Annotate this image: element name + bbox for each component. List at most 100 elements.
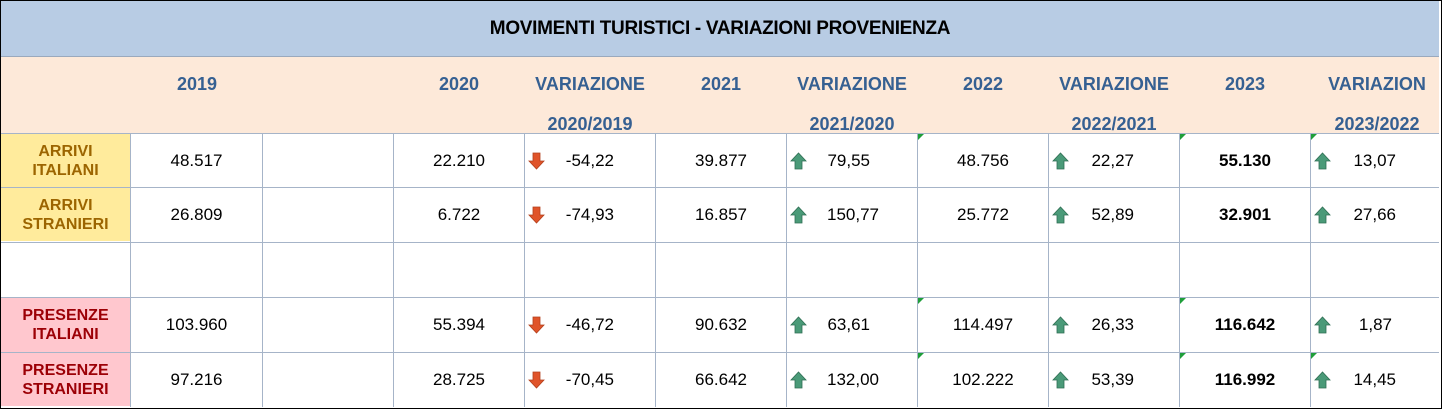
arrow-up-icon (790, 152, 807, 170)
cell-value-2023[interactable]: 116.642 (1214, 315, 1276, 334)
header-variazione-4[interactable]: VARIAZION (1328, 74, 1426, 94)
arrow-down-icon (528, 371, 545, 389)
row-label-presenze-stranieri[interactable]: PRESENZE STRANIERI (1, 353, 130, 406)
comment-marker-icon (1180, 134, 1186, 140)
variation-value[interactable]: 27,66 (1353, 205, 1396, 224)
header-variazione-1-sub[interactable]: 2020/2019 (547, 114, 633, 134)
grid-line (1, 352, 1439, 353)
grid-line (524, 133, 525, 407)
arrow-up-icon (790, 206, 807, 224)
variation-value[interactable]: 53,39 (1091, 370, 1134, 389)
header-2022[interactable]: 2022 (962, 74, 1004, 94)
cell-value[interactable]: 97.216 (170, 370, 223, 389)
grid-line (655, 133, 656, 407)
grid-line (1, 187, 1439, 188)
arrow-up-icon (790, 316, 807, 334)
variation-value[interactable]: 132,00 (827, 370, 879, 389)
header-variazione-2[interactable]: VARIAZIONE (797, 74, 907, 94)
grid-line (1310, 133, 1311, 407)
comment-marker-icon (918, 353, 924, 359)
comment-marker-icon (1180, 298, 1186, 304)
cell-value[interactable]: 39.877 (695, 151, 747, 170)
variation-value[interactable]: 1,87 (1358, 315, 1392, 334)
grid-line (917, 133, 918, 407)
header-2019[interactable]: 2019 (176, 74, 218, 94)
arrow-up-icon (790, 371, 807, 389)
variation-value[interactable]: 13,07 (1353, 151, 1396, 170)
arrow-down-icon (528, 152, 545, 170)
cell-value[interactable]: 25.772 (957, 205, 1009, 224)
header-variazione-3-sub[interactable]: 2022/2021 (1071, 114, 1157, 134)
cell-value[interactable]: 55.394 (433, 315, 485, 334)
grid-line (786, 133, 787, 407)
grid-line (1, 242, 1439, 243)
cell-value-2023[interactable]: 55.130 (1219, 151, 1271, 170)
variation-value[interactable]: -54,22 (565, 151, 614, 170)
variation-value[interactable]: -70,45 (565, 370, 614, 389)
comment-marker-icon (1311, 353, 1317, 359)
table-title[interactable]: MOVIMENTI TURISTICI - VARIAZIONI PROVENI… (1, 1, 1439, 57)
variation-value[interactable]: -46,72 (565, 315, 614, 334)
cell-value[interactable]: 102.222 (952, 370, 1014, 389)
row-label-line2: STRANIERI (22, 215, 109, 233)
cell-value[interactable]: 48.517 (170, 151, 223, 170)
arrow-down-icon (528, 316, 545, 334)
row-label-line2: STRANIERI (22, 380, 109, 398)
variation-value[interactable]: 52,89 (1091, 205, 1134, 224)
grid-line (1048, 133, 1049, 407)
variation-value[interactable]: 79,55 (827, 151, 870, 170)
cell-value[interactable]: 26.809 (170, 205, 223, 224)
grid-line (262, 133, 263, 407)
row-label-line1: ARRIVI (38, 196, 93, 214)
cell-value[interactable]: 103.960 (165, 315, 228, 334)
comment-marker-icon (918, 134, 924, 140)
variation-value[interactable]: 22,27 (1091, 151, 1134, 170)
header-variazione-4-sub[interactable]: 2023/2022 (1334, 114, 1420, 134)
variation-value[interactable]: -74,93 (565, 205, 614, 224)
row-label-arrivi-italiani[interactable]: ARRIVI ITALIANI (1, 134, 130, 187)
row-label-arrivi-stranieri[interactable]: ARRIVI STRANIERI (1, 188, 130, 241)
variation-value[interactable]: 150,77 (827, 205, 879, 224)
row-label-line1: PRESENZE (22, 361, 109, 379)
cell-value[interactable]: 16.857 (695, 205, 747, 224)
variation-value[interactable]: 14,45 (1353, 370, 1396, 389)
variation-value[interactable]: 26,33 (1091, 315, 1134, 334)
cell-value[interactable]: 22.210 (433, 151, 485, 170)
header-variazione-3[interactable]: VARIAZIONE (1059, 74, 1169, 94)
header-row (1, 57, 1439, 133)
cell-value[interactable]: 66.642 (695, 370, 747, 389)
row-label-presenze-italiani[interactable]: PRESENZE ITALIANI (1, 298, 130, 352)
cell-value[interactable]: 48.756 (957, 151, 1009, 170)
row-label-line1: PRESENZE (22, 307, 109, 324)
arrow-up-icon (1052, 371, 1069, 389)
arrow-up-icon (1052, 152, 1069, 170)
arrow-up-icon (1314, 152, 1331, 170)
header-2023[interactable]: 2023 (1224, 74, 1266, 94)
variation-value[interactable]: 63,61 (827, 315, 870, 334)
cell-value[interactable]: 28.725 (433, 370, 485, 389)
arrow-down-icon (528, 206, 545, 224)
cell-value[interactable]: 6.722 (437, 205, 481, 224)
cell-value[interactable]: 114.497 (952, 315, 1014, 334)
comment-marker-icon (1180, 353, 1186, 359)
arrow-up-icon (1052, 206, 1069, 224)
row-label-line1: ARRIVI (38, 142, 93, 160)
comment-marker-icon (918, 298, 924, 304)
grid-line (393, 133, 394, 407)
row-label-line2: ITALIANI (32, 161, 99, 179)
arrow-up-icon (1314, 316, 1331, 334)
header-variazione-2-sub[interactable]: 2021/2020 (809, 114, 895, 134)
cell-value-2023[interactable]: 32.901 (1219, 205, 1271, 224)
header-variazione-1[interactable]: VARIAZIONE (535, 74, 645, 94)
grid-line (1, 133, 1439, 134)
grid-line (1179, 133, 1180, 407)
arrow-up-icon (1052, 316, 1069, 334)
header-2021[interactable]: 2021 (700, 74, 742, 94)
cell-value[interactable]: 90.632 (695, 315, 747, 334)
header-2020[interactable]: 2020 (438, 74, 480, 94)
row-label-line2: ITALIANI (32, 326, 99, 343)
arrow-up-icon (1314, 206, 1331, 224)
cell-value-2023[interactable]: 116.992 (1214, 370, 1276, 389)
comment-marker-icon (1311, 134, 1317, 140)
